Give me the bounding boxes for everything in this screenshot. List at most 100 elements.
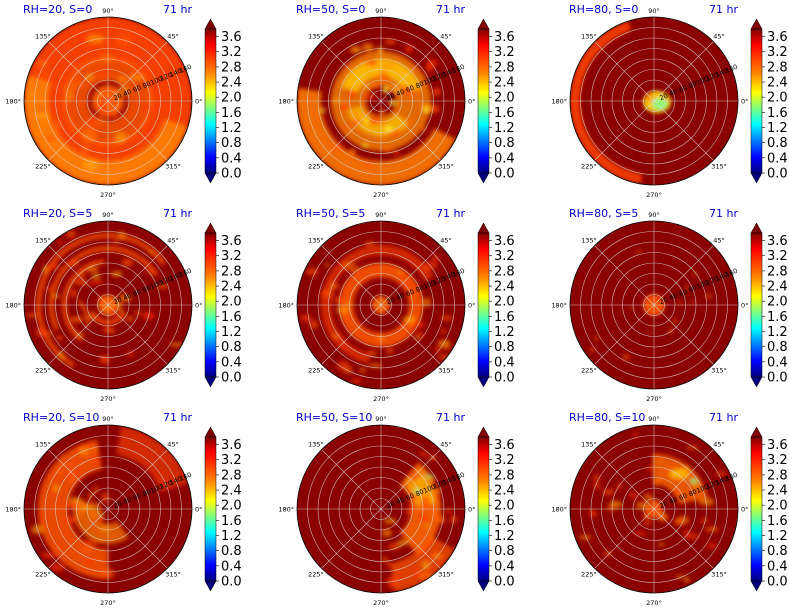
angle-tick-label: 135° bbox=[308, 440, 324, 448]
heatmap-cell bbox=[589, 509, 597, 518]
colorbar-tick-label: 0.0 bbox=[767, 167, 788, 182]
colorbar-tick-label: 0.8 bbox=[494, 544, 515, 559]
colorbar-tick-label: 3.6 bbox=[767, 30, 788, 45]
angular-gridline bbox=[380, 508, 441, 569]
heatmap-cell bbox=[70, 315, 84, 323]
angle-tick-label: 270° bbox=[646, 395, 662, 403]
angle-tick-label: 135° bbox=[35, 440, 51, 448]
heatmap-cell bbox=[335, 306, 350, 314]
heatmap-cell bbox=[75, 333, 86, 337]
heatmap-cell bbox=[594, 336, 599, 341]
heatmap-field bbox=[381, 451, 457, 592]
panel-time-label: 71 hr bbox=[163, 207, 192, 220]
heatmap-cell bbox=[169, 342, 184, 347]
radial-tick-label: 20 bbox=[112, 500, 123, 511]
radial-tick-label: 20 bbox=[658, 500, 669, 511]
heatmap-cell bbox=[386, 348, 394, 354]
angular-gridline bbox=[107, 100, 168, 161]
heatmap-cell bbox=[415, 468, 427, 474]
polar-panel: 0°45°90°135°180°225°270°315°204060801001… bbox=[5, 207, 241, 403]
colorbar-min-extension bbox=[750, 580, 763, 592]
heatmap-cell bbox=[305, 267, 319, 276]
colorbar-tick-label: 1.6 bbox=[767, 514, 788, 529]
heatmap-cell bbox=[386, 561, 391, 568]
heatmap-cell bbox=[35, 70, 52, 77]
angle-tick-label: 135° bbox=[581, 236, 597, 244]
heatmap-cell bbox=[413, 332, 426, 337]
panel-time-label: 71 hr bbox=[436, 411, 465, 424]
heatmap-cell bbox=[86, 266, 99, 273]
heatmap-cell bbox=[634, 250, 643, 254]
polar-frame bbox=[23, 220, 193, 390]
colorbar-tick-label: 2.0 bbox=[494, 295, 515, 310]
angle-tick-label: 315° bbox=[438, 163, 454, 171]
colorbar-min-extension bbox=[750, 172, 763, 184]
heatmap-cell bbox=[383, 126, 395, 133]
colorbar-tick-label: 3.6 bbox=[221, 30, 242, 45]
heatmap-cell bbox=[361, 143, 369, 148]
heatmap-cell bbox=[118, 307, 123, 313]
colorbar-tick-label: 2.0 bbox=[494, 91, 515, 106]
heatmap-cell bbox=[677, 301, 683, 305]
heatmap-cell bbox=[45, 331, 55, 335]
colorbar-max-extension bbox=[477, 426, 490, 438]
colorbar-gradient bbox=[750, 28, 763, 174]
radial-tick-label: 20 bbox=[385, 92, 396, 103]
colorbar-tick-label: 2.8 bbox=[221, 264, 242, 279]
heatmap-cell bbox=[79, 271, 86, 279]
heatmap-cell bbox=[700, 518, 709, 524]
heatmap-cell bbox=[409, 501, 415, 506]
heatmap-cell bbox=[336, 361, 350, 369]
radial-tick-label: 40 bbox=[668, 292, 679, 303]
heatmap-cell bbox=[377, 69, 387, 76]
colorbar-tick-label: 1.2 bbox=[767, 529, 788, 544]
polar-frame bbox=[569, 424, 739, 594]
radial-tick-label: 80 bbox=[141, 80, 152, 91]
heatmap-cell bbox=[127, 350, 134, 357]
colorbar-gradient bbox=[204, 436, 217, 582]
colorbar-max-extension bbox=[477, 222, 490, 234]
heatmap-cell bbox=[667, 328, 674, 334]
heatmap-cell bbox=[681, 465, 691, 473]
colorbar-tick-label: 0.0 bbox=[494, 167, 515, 182]
angle-tick-label: 90° bbox=[375, 415, 387, 423]
angular-gridline bbox=[653, 508, 714, 569]
heatmap-cell bbox=[332, 283, 339, 290]
heatmap-cell bbox=[429, 533, 435, 542]
heatmap-cell bbox=[417, 513, 428, 522]
colorbar-tick-label: 1.6 bbox=[221, 514, 242, 529]
angle-tick-label: 45° bbox=[440, 236, 452, 244]
heatmap-cell bbox=[380, 121, 386, 126]
panel-title: RH=50, S=10 bbox=[296, 411, 372, 424]
heatmap-cell bbox=[27, 91, 37, 100]
colorbar-tick-label: 0.0 bbox=[221, 575, 242, 590]
heatmap-cell bbox=[66, 500, 78, 509]
angle-tick-label: 0° bbox=[468, 506, 475, 514]
colorbar-max-extension bbox=[750, 426, 763, 438]
heatmap-cell bbox=[117, 53, 132, 65]
colorbar-max-extension bbox=[477, 18, 490, 30]
polar-frame bbox=[296, 220, 466, 390]
colorbar-tick-label: 0.4 bbox=[494, 355, 515, 370]
angular-gridline bbox=[107, 508, 168, 569]
heatmap-cell bbox=[70, 474, 76, 485]
colorbar-gradient bbox=[204, 232, 217, 378]
angle-tick-label: 315° bbox=[711, 163, 727, 171]
heatmap-cell bbox=[85, 559, 95, 565]
panel-title: RH=20, S=5 bbox=[23, 207, 92, 220]
angle-tick-label: 0° bbox=[468, 302, 475, 310]
colorbar-gradient bbox=[204, 28, 217, 174]
heatmap-cell bbox=[111, 270, 123, 277]
heatmap-cell bbox=[388, 583, 398, 589]
heatmap-cell bbox=[116, 75, 128, 84]
angular-gridline bbox=[380, 449, 441, 510]
colorbar-tick-label: 3.6 bbox=[767, 438, 788, 453]
radial-tick-label: 60 bbox=[678, 492, 689, 503]
colorbar: 0.00.40.81.21.62.02.42.83.23.6 bbox=[204, 426, 242, 592]
angle-tick-label: 270° bbox=[100, 395, 116, 403]
radial-tick-label: 40 bbox=[395, 88, 406, 99]
angle-tick-label: 225° bbox=[308, 163, 324, 171]
heatmap-cell bbox=[347, 151, 356, 158]
heatmap-cell bbox=[36, 61, 48, 66]
colorbar-gradient bbox=[750, 232, 763, 378]
